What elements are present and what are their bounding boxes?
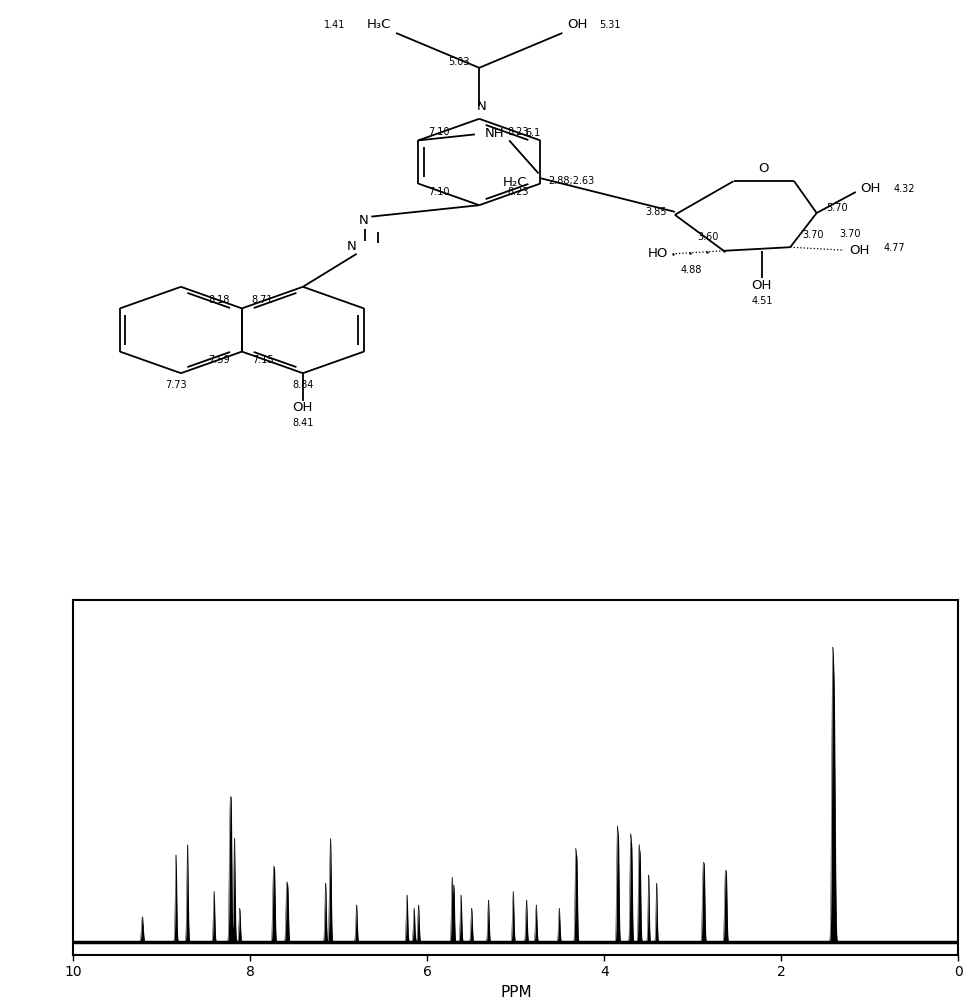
Text: 7.10: 7.10 [428, 187, 449, 197]
Text: OH: OH [848, 244, 869, 257]
Text: 4.77: 4.77 [882, 243, 904, 253]
Text: 3.70: 3.70 [801, 230, 823, 240]
Text: 8.84: 8.84 [292, 380, 314, 390]
Text: 2.88;2.63: 2.88;2.63 [548, 176, 594, 186]
Text: OH: OH [751, 279, 771, 292]
Text: 8.41: 8.41 [292, 418, 314, 428]
Text: H₃C: H₃C [366, 18, 391, 31]
Text: 5.03: 5.03 [447, 57, 469, 67]
Text: 7.73: 7.73 [165, 380, 187, 390]
Text: H₂C: H₂C [502, 176, 527, 189]
Text: 5.70: 5.70 [826, 203, 847, 213]
Text: 7.10: 7.10 [428, 127, 449, 137]
Text: N: N [476, 100, 486, 113]
X-axis label: PPM: PPM [499, 985, 531, 1000]
Text: 7.59: 7.59 [208, 355, 230, 365]
Text: NH: NH [485, 127, 504, 140]
Text: 3.70: 3.70 [838, 229, 860, 239]
Text: 6.1: 6.1 [526, 128, 540, 138]
Text: 3.60: 3.60 [697, 232, 718, 242]
Text: 5.31: 5.31 [599, 20, 620, 30]
Text: 7.15: 7.15 [251, 355, 273, 365]
Text: 4.51: 4.51 [750, 296, 772, 306]
Text: 1.41: 1.41 [323, 20, 345, 30]
Text: N: N [347, 240, 357, 253]
Text: OH: OH [292, 401, 313, 414]
Text: 4.88: 4.88 [680, 265, 701, 275]
Text: O: O [758, 162, 768, 175]
Text: 8.23: 8.23 [506, 187, 528, 197]
Text: 3.85: 3.85 [645, 207, 666, 217]
Text: 4.32: 4.32 [893, 184, 914, 194]
Text: OH: OH [860, 182, 880, 196]
Text: OH: OH [567, 18, 587, 31]
Text: 8.23: 8.23 [506, 127, 528, 137]
Text: 8.18: 8.18 [208, 295, 230, 305]
Text: HO: HO [647, 247, 667, 260]
Text: N: N [359, 214, 368, 227]
Text: 8.71: 8.71 [251, 295, 273, 305]
